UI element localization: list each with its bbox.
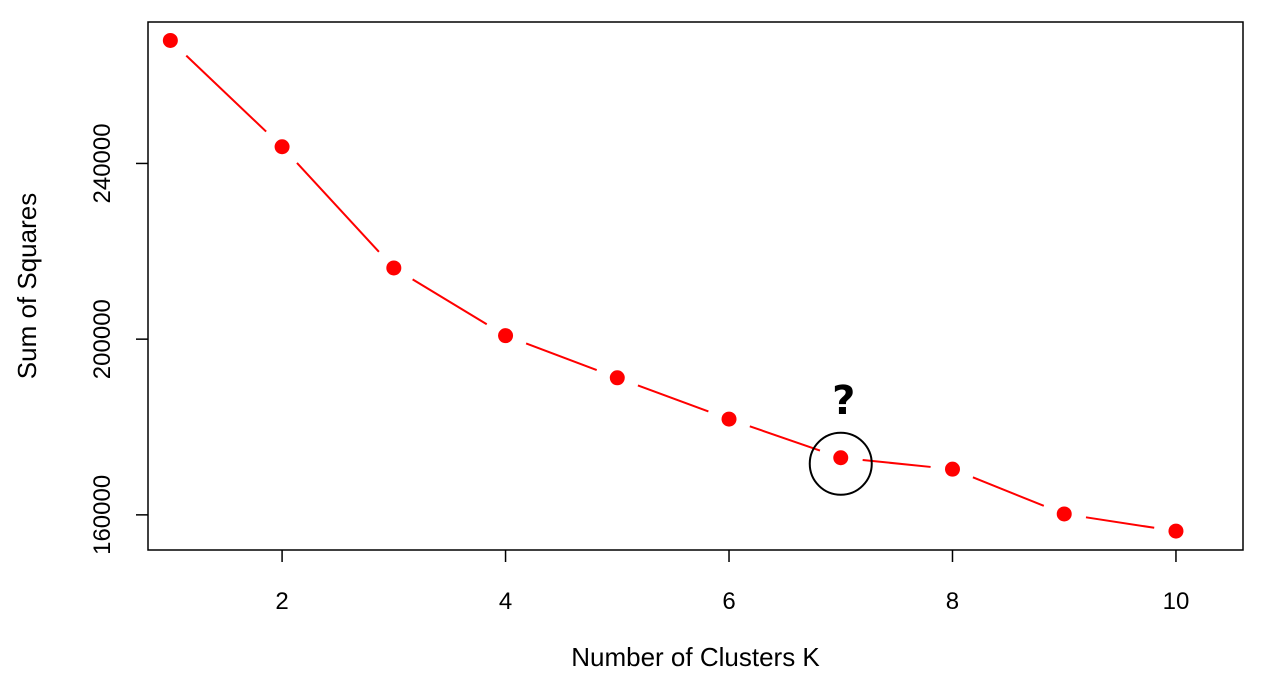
x-axis-label: Number of Clusters K <box>571 642 820 672</box>
y-axis-label: Sum of Squares <box>12 193 42 379</box>
y-axis-ticks: 160000 200000 240000 <box>89 123 148 555</box>
x-tick-label: 8 <box>946 588 959 615</box>
x-axis-ticks: 2 4 6 8 10 <box>275 550 1189 615</box>
data-point <box>1056 506 1072 522</box>
series-line <box>185 54 1155 529</box>
series-segment <box>296 162 380 253</box>
data-point <box>609 370 625 386</box>
y-tick-label: 160000 <box>89 475 116 555</box>
x-tick-label: 2 <box>275 588 288 615</box>
data-point <box>721 411 737 427</box>
y-tick-label: 240000 <box>89 123 116 203</box>
data-point <box>1168 523 1184 539</box>
x-tick-label: 10 <box>1163 588 1190 615</box>
series-segment <box>862 458 931 468</box>
series-segment <box>525 342 598 371</box>
data-point <box>833 450 849 466</box>
plot-frame <box>147 21 1244 551</box>
data-point <box>162 32 178 48</box>
y-tick-label: 200000 <box>89 299 116 379</box>
x-tick-label: 6 <box>722 588 735 615</box>
series-segment <box>185 54 267 133</box>
data-point <box>498 328 514 344</box>
series-segment <box>749 425 821 452</box>
annotation-circle <box>808 431 873 496</box>
data-point <box>386 260 402 276</box>
series-segment <box>1085 516 1155 529</box>
series-segment <box>637 384 709 413</box>
x-tick-label: 4 <box>499 588 512 615</box>
annotation-question-mark: ? <box>832 378 855 424</box>
series-segment <box>412 278 488 326</box>
annotation: ? <box>808 378 873 496</box>
series-segment <box>972 476 1045 507</box>
data-point <box>944 461 960 477</box>
data-point <box>274 139 290 155</box>
data-points <box>162 32 1184 539</box>
